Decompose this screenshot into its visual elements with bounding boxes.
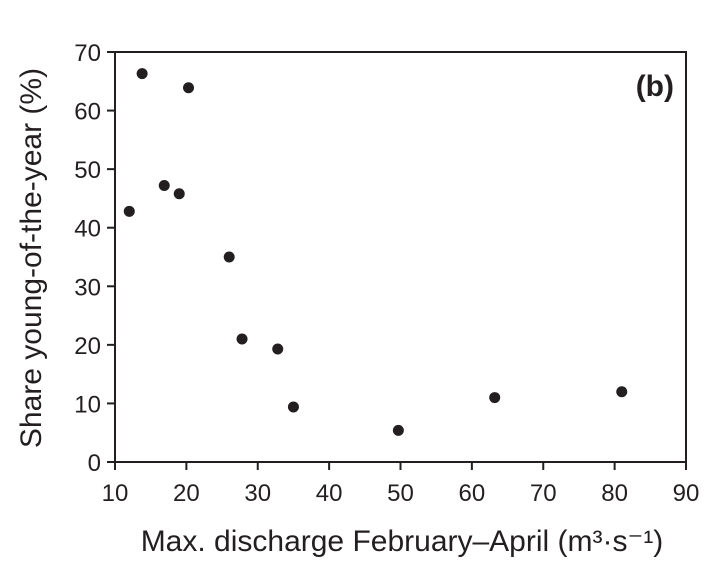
y-tick-label: 10: [74, 391, 101, 418]
data-point: [136, 68, 148, 80]
x-tick-label: 20: [173, 480, 200, 507]
y-axis: 0 10 20 30 40 50 60 70: [74, 40, 115, 477]
y-tick-label: 40: [74, 216, 101, 243]
plot-frame: [114, 51, 687, 463]
data-point: [223, 251, 235, 263]
data-point: [392, 424, 404, 436]
x-tick-label: 90: [673, 480, 700, 507]
data-point: [287, 401, 299, 413]
data-point: [173, 188, 185, 200]
y-tick-label: 30: [74, 274, 101, 301]
y-tick-label: 0: [88, 450, 101, 477]
x-tick-label: 80: [601, 480, 628, 507]
data-point: [183, 82, 195, 94]
y-tick-label: 20: [74, 333, 101, 360]
x-axis-title: Max. discharge February–April (m³·s⁻¹): [141, 525, 664, 558]
data-point: [489, 392, 501, 404]
x-tick-label: 30: [244, 480, 271, 507]
x-tick-label: 60: [459, 480, 486, 507]
x-tick-label: 40: [316, 480, 343, 507]
x-tick-label: 70: [530, 480, 557, 507]
x-tick-label: 50: [387, 480, 414, 507]
x-axis: 10 20 30 40 50 60 70 80 90: [102, 462, 700, 507]
data-point: [236, 333, 248, 345]
data-point: [616, 386, 628, 398]
panel-label: (b): [636, 70, 674, 103]
data-point: [123, 205, 135, 217]
x-tick-label: 10: [102, 480, 129, 507]
y-axis-title: Share young-of-the-year (%): [15, 68, 48, 448]
y-tick-label: 70: [74, 40, 101, 67]
y-tick-label: 50: [74, 157, 101, 184]
y-tick-label: 60: [74, 99, 101, 126]
data-point: [272, 343, 284, 355]
data-points: [123, 68, 628, 436]
data-point: [158, 180, 170, 192]
